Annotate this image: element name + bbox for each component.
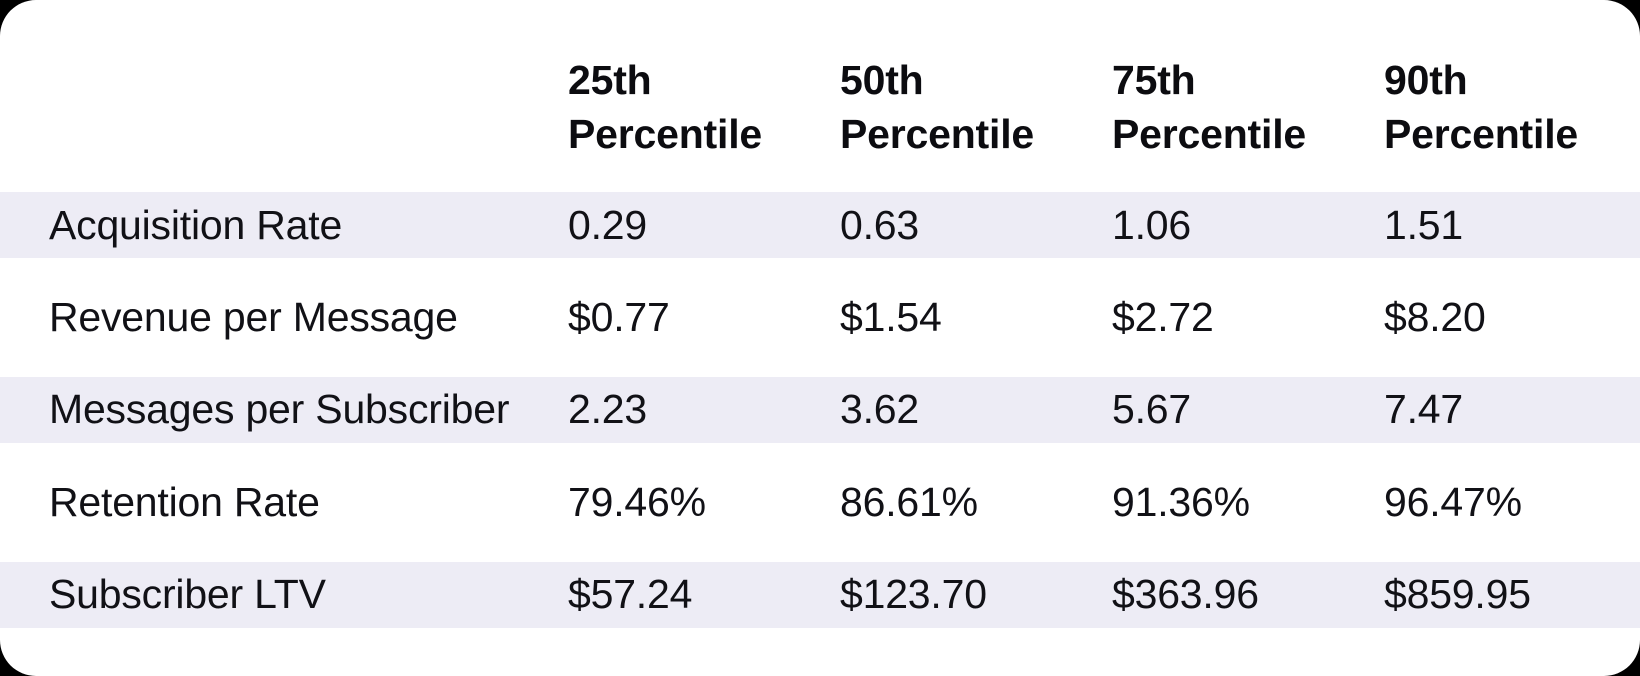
- row-label: Messages per Subscriber: [49, 386, 510, 433]
- cell-value: 0.29: [568, 201, 647, 248]
- row-label: Revenue per Message: [49, 294, 458, 341]
- column-header-label: 50th Percentile: [840, 57, 1034, 157]
- table-row-retention-rate: Retention Rate 79.46% 86.61% 91.36% 96.4…: [0, 456, 1640, 548]
- cell-value: 79.46%: [568, 478, 706, 525]
- table-header-row: 25th Percentile 50th Percentile 75th Per…: [0, 0, 1640, 179]
- cell-value: $2.72: [1112, 294, 1214, 341]
- cell-value: $1.54: [840, 294, 942, 341]
- table-row-subscriber-ltv: Subscriber LTV $57.24 $123.70 $363.96 $8…: [0, 548, 1640, 641]
- column-header-90th-percentile: 90th Percentile: [1384, 53, 1640, 179]
- cell-value: 96.47%: [1384, 478, 1522, 525]
- table-row-acquisition-rate: Acquisition Rate 0.29 0.63 1.06 1.51: [0, 179, 1640, 272]
- column-header-50th-percentile: 50th Percentile: [840, 53, 1112, 179]
- cell-value: 1.51: [1384, 201, 1463, 248]
- cell-value: 7.47: [1384, 386, 1463, 433]
- cell-value: $57.24: [568, 571, 693, 618]
- column-header-label: 90th Percentile: [1384, 57, 1578, 157]
- cell-value: 2.23: [568, 386, 647, 433]
- row-label: Subscriber LTV: [49, 571, 326, 618]
- row-label: Retention Rate: [49, 478, 320, 525]
- cell-value: $363.96: [1112, 571, 1259, 618]
- cell-value: 3.62: [840, 386, 919, 433]
- column-header-75th-percentile: 75th Percentile: [1112, 53, 1384, 179]
- cell-value: 1.06: [1112, 201, 1191, 248]
- cell-value: 86.61%: [840, 478, 978, 525]
- cell-value: $8.20: [1384, 294, 1486, 341]
- column-header-label: 75th Percentile: [1112, 57, 1306, 157]
- column-header-label: 25th Percentile: [568, 57, 762, 157]
- table-row-revenue-per-message: Revenue per Message $0.77 $1.54 $2.72 $8…: [0, 271, 1640, 363]
- column-header-25th-percentile: 25th Percentile: [568, 53, 840, 179]
- cell-value: $859.95: [1384, 571, 1531, 618]
- cell-value: 0.63: [840, 201, 919, 248]
- header-empty-cell: [49, 53, 568, 179]
- cell-value: $0.77: [568, 294, 670, 341]
- row-label: Acquisition Rate: [49, 201, 343, 248]
- cell-value: $123.70: [840, 571, 987, 618]
- cell-value: 91.36%: [1112, 478, 1250, 525]
- table-row-messages-per-subscriber: Messages per Subscriber 2.23 3.62 5.67 7…: [0, 363, 1640, 457]
- cell-value: 5.67: [1112, 386, 1191, 433]
